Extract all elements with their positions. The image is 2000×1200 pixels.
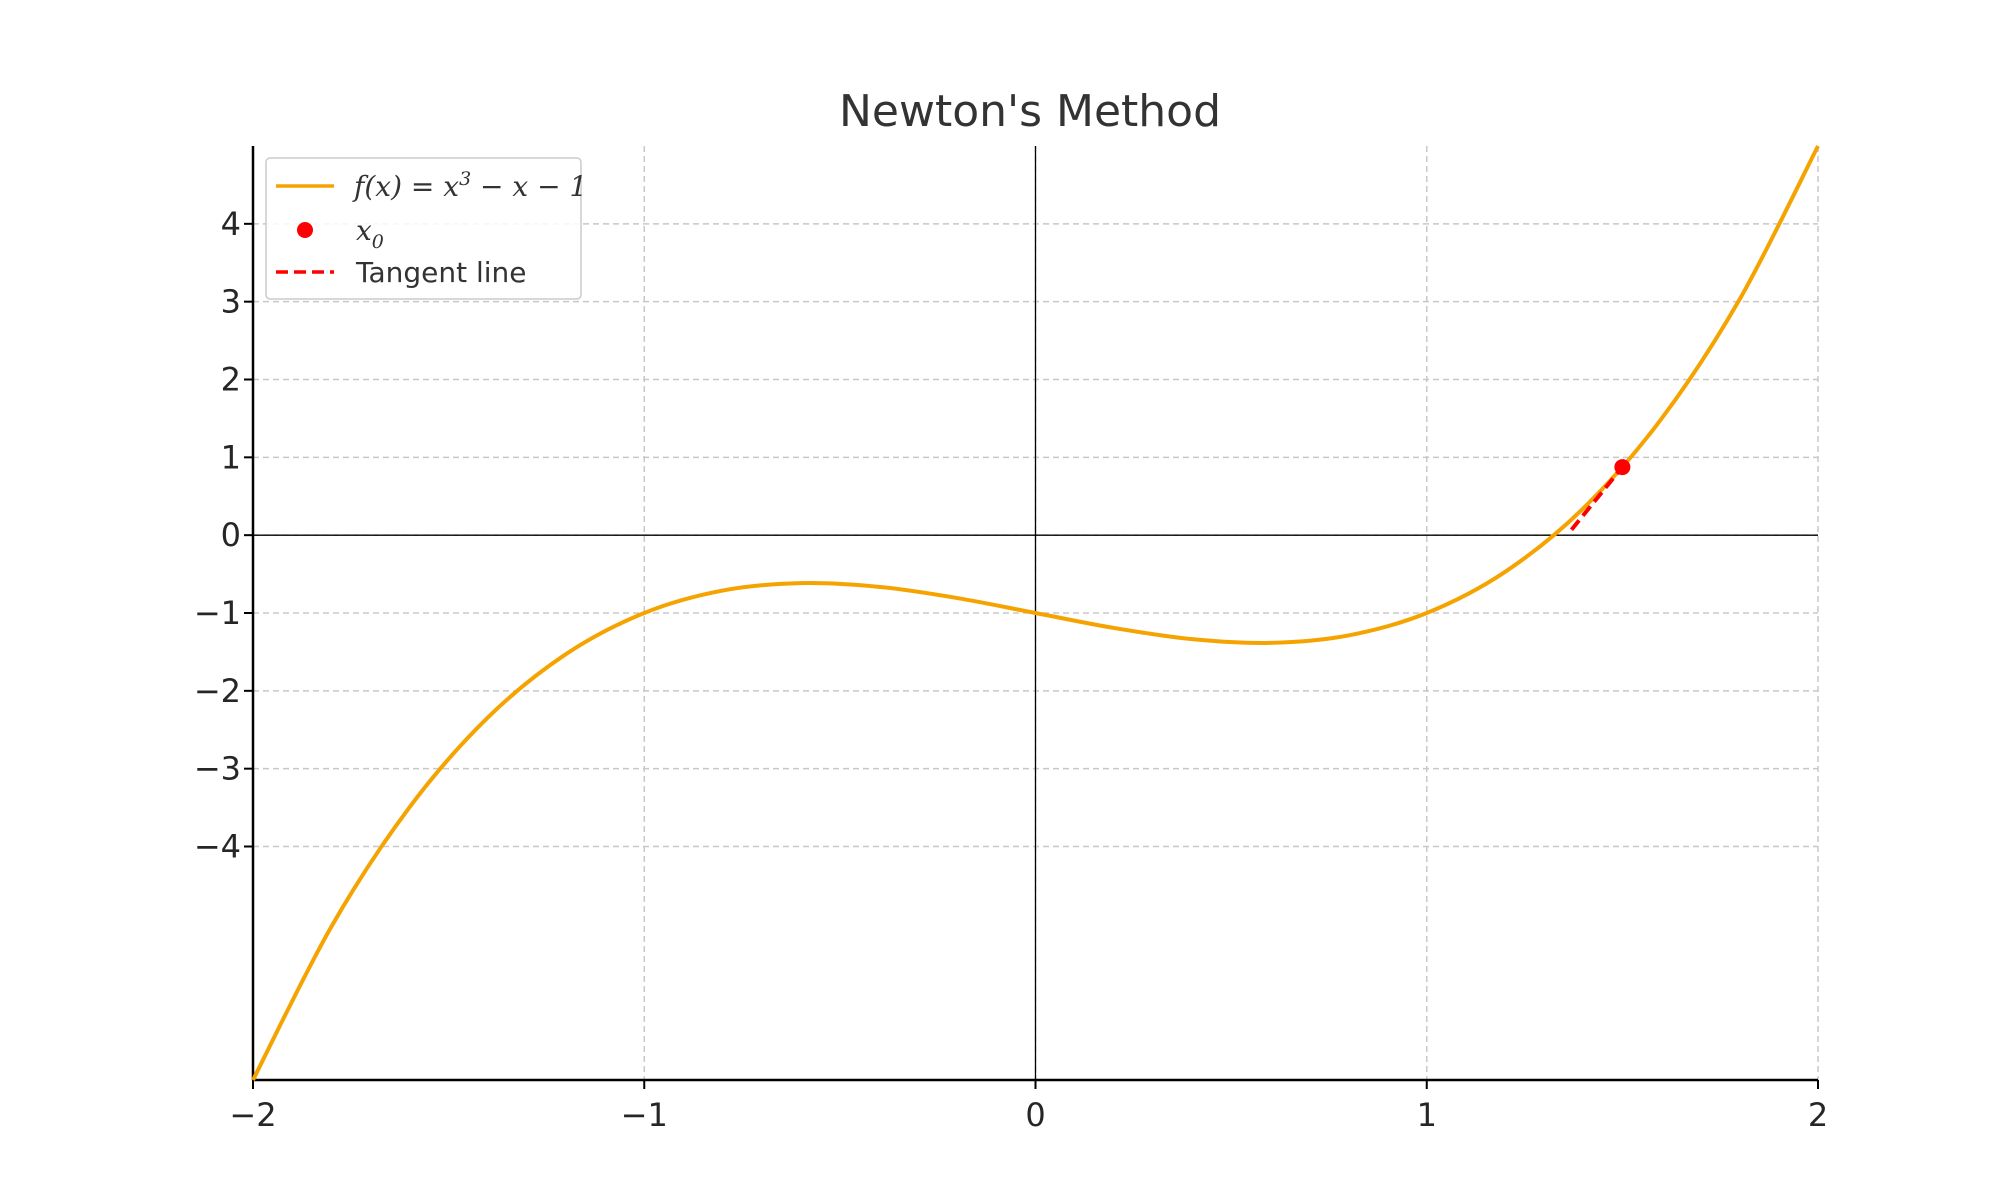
legend-label-x0-main: x <box>356 214 372 247</box>
x-tick-label: 1 <box>1417 1096 1437 1134</box>
legend: f(x) = x3 − x − 1 x0 Tangent line <box>265 157 587 300</box>
legend-box <box>265 157 582 300</box>
y-tick-label: 3 <box>221 283 241 321</box>
x-tick-label: 0 <box>1025 1096 1045 1134</box>
function-curve <box>251 145 1820 1081</box>
legend-label-x0-subscript: 0 <box>372 231 384 253</box>
axes <box>244 146 1819 1089</box>
chart-title: Newton's Method <box>839 86 1221 137</box>
legend-label-function: f(x) = x3 − x − 1 <box>352 168 587 203</box>
legend-label-x0: x0 <box>356 214 384 253</box>
y-tick-label: 4 <box>221 205 241 243</box>
y-tick-label: 1 <box>221 438 241 476</box>
x-tick-label: 2 <box>1808 1096 1828 1134</box>
plot-area <box>251 145 1820 1081</box>
legend-point-swatch <box>297 222 313 238</box>
y-tick-label: −3 <box>194 750 241 788</box>
x0-point <box>1614 459 1631 476</box>
legend-label-function-rest: − x − 1 <box>471 170 587 203</box>
x-tick-label: −1 <box>621 1096 668 1134</box>
legend-label-function-exponent: 3 <box>459 168 471 190</box>
x-tick-label: −2 <box>229 1096 276 1134</box>
y-tick-label: −4 <box>194 828 241 866</box>
tick-labels: −2 −1 0 1 2 −4 −3 −2 −1 0 1 2 3 4 <box>194 205 1828 1134</box>
legend-label-function-main: f(x) = x <box>352 170 459 203</box>
y-tick-label: −2 <box>194 672 241 710</box>
y-tick-label: 2 <box>221 361 241 399</box>
y-tick-label: −1 <box>194 594 241 632</box>
legend-label-tangent: Tangent line <box>355 256 527 289</box>
tangent-line <box>1569 465 1624 531</box>
y-tick-label: 0 <box>221 516 241 554</box>
